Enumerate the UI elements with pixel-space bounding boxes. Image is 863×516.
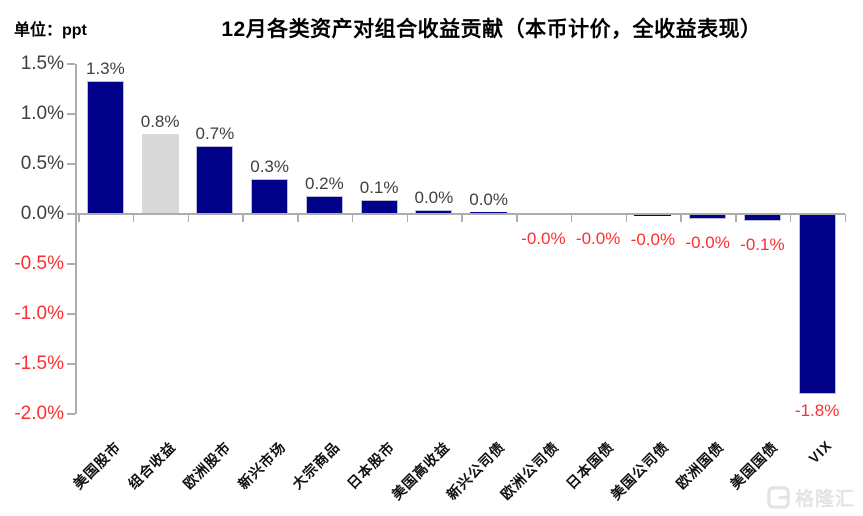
bar-value-label: 0.1% [359, 178, 399, 197]
y-axis-tick-label: 0.0% [20, 203, 64, 224]
bar-value-label: 0.3% [250, 157, 289, 176]
x-axis-category-label: 美国股市 [70, 438, 125, 493]
chart-bar [251, 179, 289, 214]
x-axis-tick [351, 214, 354, 222]
x-axis-tick [461, 214, 463, 222]
y-axis-tick [67, 363, 75, 365]
bar-value-label: -1.8% [794, 401, 840, 420]
gelonghui-watermark-text: 格隆汇 [794, 489, 855, 510]
x-axis-category-label: 大宗商品 [289, 438, 344, 493]
chart-bar [196, 146, 234, 214]
chart-bar [305, 196, 343, 214]
x-axis-category-label: 组合收益 [125, 438, 179, 493]
x-axis-tick [625, 214, 628, 222]
x-axis-tick [516, 214, 518, 222]
y-axis-tick [67, 413, 75, 415]
bar-value-label: -0.1% [740, 235, 785, 254]
chart-bar [743, 214, 781, 221]
chart-bar [470, 212, 508, 214]
bar-value-label: -0.0% [685, 233, 730, 252]
x-axis-tick [789, 214, 792, 222]
x-axis-category-label: 欧洲公司债 [497, 438, 563, 503]
x-axis-category-label: 新兴市场 [234, 438, 289, 493]
bar-value-label: 1.3% [86, 59, 125, 78]
y-axis-tick [67, 313, 75, 315]
y-axis-tick-label: 1.0% [20, 103, 64, 124]
bar-value-label: 0.0% [469, 190, 508, 209]
bar-value-label: 0.7% [195, 124, 235, 143]
chart-bar [360, 200, 398, 214]
x-axis-tick [844, 214, 847, 222]
x-axis-tick [570, 214, 573, 222]
x-axis-tick [132, 214, 135, 222]
y-axis-tick [67, 263, 75, 265]
x-axis-tick [680, 214, 682, 222]
bar-value-label: 0.8% [140, 112, 180, 131]
chart-bar [86, 81, 124, 214]
axis-unit-label: 单位：ppt [14, 22, 87, 39]
y-axis-tick-label: -1.5% [14, 353, 64, 374]
x-axis-tick [187, 214, 190, 222]
x-axis-category-label: 欧洲国债 [672, 438, 727, 493]
y-axis-tick-label: -2.0% [14, 403, 64, 424]
x-axis-category-label: 欧洲股市 [179, 438, 234, 493]
bar-value-label: 0.0% [414, 188, 454, 207]
bar-value-label: -0.0% [630, 230, 676, 249]
x-axis-category-label: VIX [805, 437, 835, 467]
chart-bar [634, 214, 672, 216]
gelonghui-logo-icon [767, 486, 790, 509]
y-axis-tick-label: 1.5% [20, 53, 64, 74]
x-axis-category-label: 美国高收益 [388, 438, 453, 503]
x-axis-category-label: 新兴公司债 [443, 438, 508, 503]
bar-value-label: -0.0% [521, 229, 566, 248]
y-axis-tick [67, 113, 75, 115]
x-axis-category-label: 美国公司债 [607, 438, 672, 503]
y-axis-tick-label: 0.5% [20, 153, 64, 174]
x-axis-tick [406, 214, 409, 222]
chart-title: 12月各类资产对组合收益贡献（本币计价，全收益表现） [221, 18, 762, 41]
y-axis-tick [67, 63, 75, 65]
chart-bar [141, 134, 179, 214]
x-axis-tick [297, 214, 299, 222]
y-axis-tick [67, 213, 75, 215]
bar-value-label: -0.0% [575, 229, 621, 248]
gelonghui-watermark: 格隆汇 [767, 484, 855, 511]
y-axis-line [75, 64, 77, 414]
y-axis-tick-label: -1.0% [14, 303, 64, 324]
chart-bar [798, 214, 836, 394]
bar-value-label: 0.2% [305, 174, 344, 193]
y-axis-tick [67, 163, 75, 165]
y-axis-tick-label: -0.5% [14, 253, 64, 274]
x-axis-tick [242, 214, 244, 222]
x-axis-tick [735, 214, 737, 222]
x-axis-line [75, 213, 845, 215]
x-axis-tick [78, 214, 80, 222]
